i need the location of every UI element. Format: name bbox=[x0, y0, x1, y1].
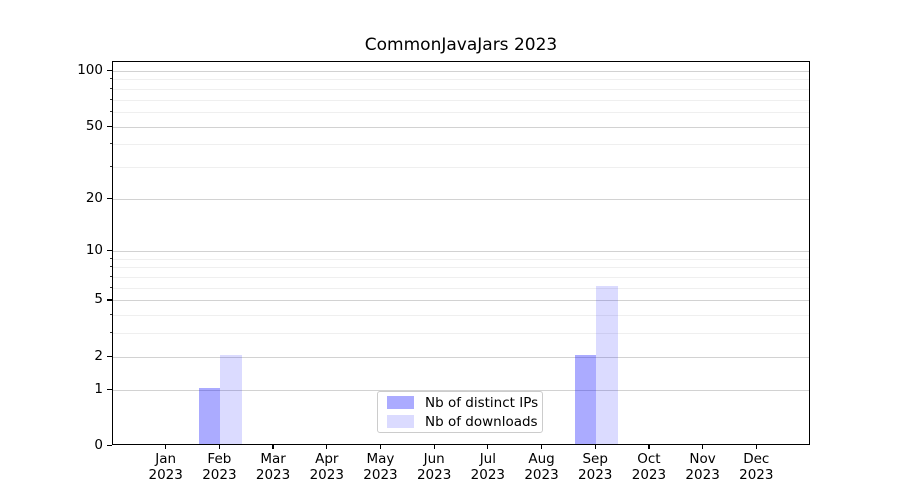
x-tick bbox=[218, 445, 220, 449]
legend-swatch-downloads bbox=[387, 415, 414, 428]
x-tick-label: Oct 2023 bbox=[631, 451, 667, 483]
minor-gridline bbox=[113, 277, 809, 279]
y-minor-tick bbox=[109, 314, 112, 316]
x-tick bbox=[433, 445, 435, 449]
major-gridline bbox=[113, 198, 809, 200]
legend-item-distinct-ips: Nb of distinct IPs bbox=[387, 396, 542, 410]
y-minor-tick bbox=[109, 98, 112, 100]
x-tick-label: Aug 2023 bbox=[524, 451, 559, 483]
major-gridline bbox=[113, 389, 809, 391]
y-tick-label: 50 bbox=[85, 117, 103, 134]
legend-label-downloads: Nb of downloads bbox=[425, 413, 538, 430]
y-tick bbox=[107, 299, 112, 301]
bar-sep-s0 bbox=[574, 354, 597, 444]
major-gridline bbox=[113, 70, 809, 72]
minor-gridline bbox=[113, 287, 809, 289]
x-tick-label: Dec 2023 bbox=[739, 451, 774, 483]
x-tick bbox=[702, 445, 704, 449]
y-tick-label: 10 bbox=[85, 242, 103, 259]
y-tick bbox=[107, 355, 112, 357]
x-tick bbox=[165, 445, 167, 449]
x-tick-label: Jun 2023 bbox=[416, 451, 452, 483]
x-tick bbox=[755, 445, 757, 449]
chart-title: CommonJavaJars 2023 bbox=[364, 35, 558, 55]
minor-gridline bbox=[113, 267, 809, 269]
y-minor-tick bbox=[109, 286, 112, 288]
y-minor-tick bbox=[109, 87, 112, 89]
y-tick bbox=[107, 125, 112, 127]
x-tick bbox=[272, 445, 274, 449]
legend-item-downloads: Nb of downloads bbox=[387, 415, 542, 429]
legend-label-distinct-ips: Nb of distinct IPs bbox=[425, 394, 539, 411]
y-minor-tick bbox=[109, 143, 112, 145]
y-tick bbox=[107, 197, 112, 199]
x-tick bbox=[379, 445, 382, 449]
y-minor-tick bbox=[109, 257, 112, 259]
legend-swatch-distinct-ips bbox=[387, 396, 414, 409]
y-tick-label: 0 bbox=[94, 437, 103, 453]
minor-gridline bbox=[113, 99, 809, 101]
bar-feb-s1 bbox=[220, 354, 242, 444]
x-tick bbox=[594, 445, 596, 449]
x-tick bbox=[540, 445, 543, 449]
x-tick bbox=[487, 445, 489, 449]
y-minor-tick bbox=[109, 110, 112, 112]
y-tick-label: 2 bbox=[94, 347, 103, 364]
major-gridline bbox=[113, 300, 809, 302]
y-minor-tick bbox=[109, 332, 112, 334]
bar-sep-s1 bbox=[596, 285, 618, 444]
y-tick bbox=[107, 445, 112, 447]
minor-gridline bbox=[113, 333, 809, 335]
y-tick-label: 100 bbox=[77, 61, 103, 78]
minor-gridline bbox=[113, 88, 809, 90]
minor-gridline bbox=[113, 111, 809, 113]
legend: Nb of distinct IPs Nb of downloads bbox=[377, 391, 543, 433]
y-tick bbox=[107, 69, 112, 72]
x-tick-label: Nov 2023 bbox=[685, 451, 720, 483]
y-minor-tick bbox=[109, 165, 112, 167]
minor-gridline bbox=[113, 79, 809, 81]
x-tick-label: Sep 2023 bbox=[578, 451, 613, 483]
x-tick-label: Feb 2023 bbox=[202, 451, 237, 483]
minor-gridline bbox=[113, 144, 809, 146]
major-gridline bbox=[113, 356, 809, 358]
x-tick-label: Jan 2023 bbox=[148, 451, 183, 483]
y-tick-label: 1 bbox=[94, 380, 103, 397]
y-tick-label: 20 bbox=[85, 189, 103, 206]
y-minor-tick bbox=[109, 276, 112, 278]
bar-feb-s0 bbox=[198, 387, 221, 444]
major-gridline bbox=[113, 251, 809, 253]
x-tick bbox=[326, 445, 328, 449]
x-tick-label: Apr 2023 bbox=[309, 451, 344, 483]
y-tick bbox=[107, 250, 112, 252]
plot-area bbox=[112, 61, 810, 445]
y-minor-tick bbox=[109, 78, 112, 80]
x-tick-label: May 2023 bbox=[363, 451, 398, 483]
y-minor-tick bbox=[109, 266, 112, 268]
minor-gridline bbox=[113, 315, 809, 317]
y-tick bbox=[107, 388, 112, 390]
x-tick-label: Mar 2023 bbox=[255, 451, 291, 483]
major-gridline bbox=[113, 126, 809, 128]
minor-gridline bbox=[113, 258, 809, 260]
x-tick-label: Jul 2023 bbox=[470, 451, 506, 483]
x-tick bbox=[648, 445, 650, 449]
y-tick-label: 5 bbox=[94, 291, 103, 308]
minor-gridline bbox=[113, 166, 809, 168]
